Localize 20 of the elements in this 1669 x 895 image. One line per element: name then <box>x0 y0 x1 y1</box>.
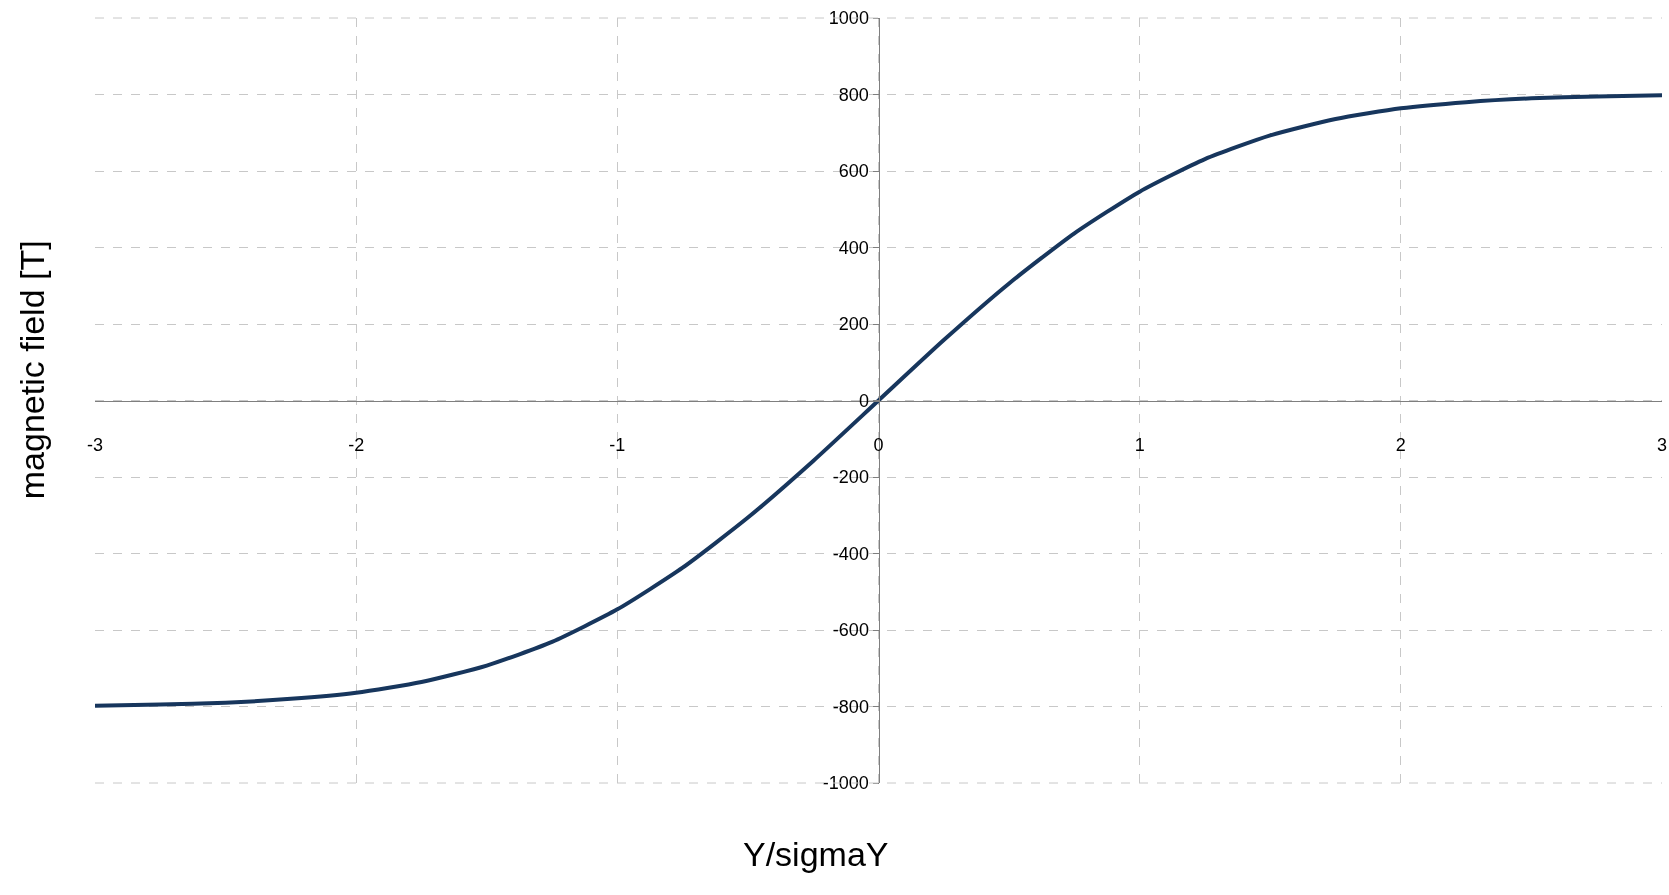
x-tick-label: 1 <box>1134 435 1145 456</box>
y-tick-label: 0 <box>858 390 869 411</box>
y-tick-label: -800 <box>832 696 869 717</box>
y-tick-label: -200 <box>832 467 869 488</box>
y-tick-label: -1000 <box>822 773 869 794</box>
y-tick-label: -600 <box>832 620 869 641</box>
x-tick-label: 3 <box>1656 435 1668 456</box>
y-axis-title: magnetic field [T] <box>13 240 52 500</box>
y-tick-label: 800 <box>838 84 869 105</box>
x-tick-label: 0 <box>873 435 884 456</box>
x-axis-title: Y/sigmaY <box>743 835 889 873</box>
y-tick-label: -400 <box>832 543 869 564</box>
y-tick-label: 600 <box>838 161 869 182</box>
y-tick-label: 400 <box>838 237 869 258</box>
x-tick-label: -1 <box>609 435 626 456</box>
x-tick-label: 2 <box>1395 435 1406 456</box>
y-tick-label: 200 <box>838 314 869 335</box>
x-tick-label: -3 <box>86 435 104 456</box>
y-tick-label: 1000 <box>828 8 869 29</box>
x-tick-label: -2 <box>348 435 365 456</box>
